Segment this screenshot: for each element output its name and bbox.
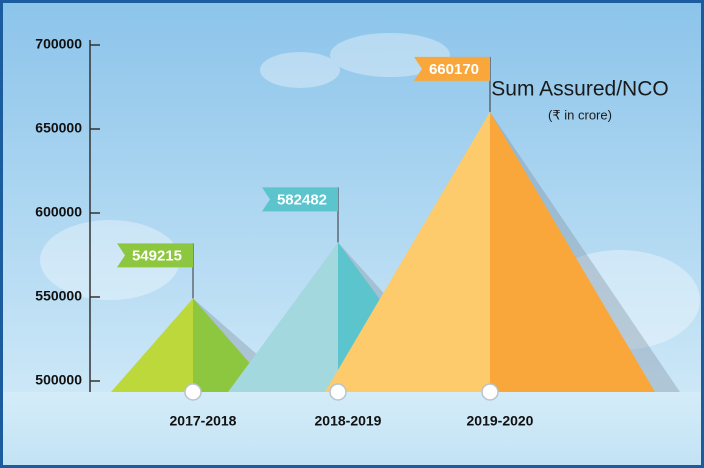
x-tick-label: 2018-2019 bbox=[315, 413, 382, 429]
ground bbox=[3, 392, 701, 465]
pyramid bbox=[325, 111, 680, 392]
pyramid-left-face bbox=[111, 298, 193, 392]
value-label: 582482 bbox=[277, 191, 327, 208]
category-marker bbox=[184, 383, 202, 401]
y-tick-label: 550000 bbox=[35, 288, 82, 304]
pyramid-right-face bbox=[490, 111, 655, 392]
y-tick-label: 600000 bbox=[35, 204, 82, 220]
flag bbox=[117, 243, 193, 268]
value-label: 549215 bbox=[132, 247, 182, 264]
flag bbox=[262, 187, 338, 212]
chart-subtitle: (₹ in crore) bbox=[548, 107, 612, 122]
y-tick-label: 650000 bbox=[35, 120, 82, 136]
chart-title: Sum Assured/NCO bbox=[491, 78, 668, 101]
category-marker bbox=[481, 383, 499, 401]
pyramid-left-face bbox=[228, 242, 338, 392]
flag bbox=[414, 56, 490, 81]
y-tick-label: 500000 bbox=[35, 372, 82, 388]
pyramid-shadow bbox=[490, 111, 680, 392]
x-tick-label: 2017-2018 bbox=[170, 413, 237, 429]
y-tick-label: 700000 bbox=[35, 36, 82, 52]
pyramid-left-face bbox=[325, 111, 490, 392]
x-tick-label: 2019-2020 bbox=[467, 413, 534, 429]
value-label: 660170 bbox=[429, 61, 479, 78]
category-marker bbox=[329, 383, 347, 401]
